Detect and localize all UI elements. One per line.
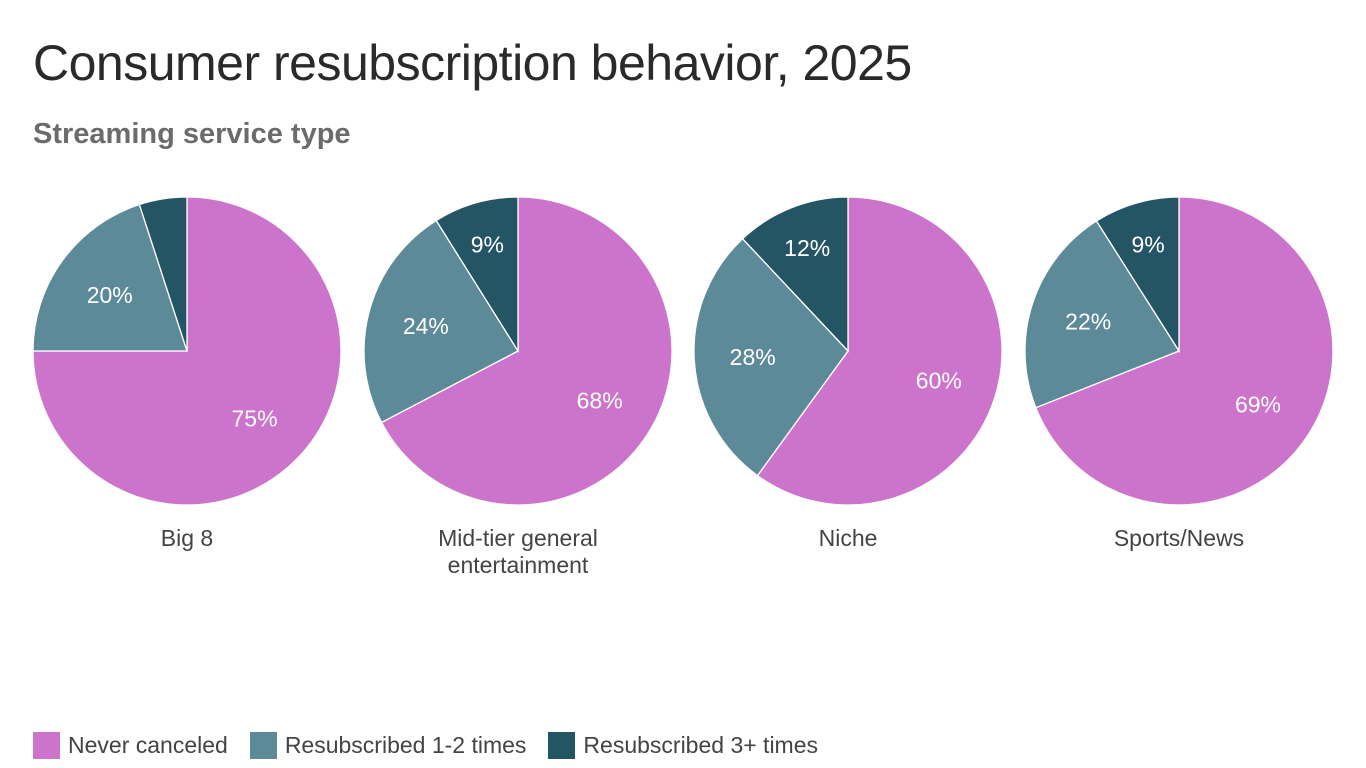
pie-slice-resubscribed-1-2-times-niche bbox=[693, 237, 849, 477]
data-label-never-canceled-sports-news: 69% bbox=[1235, 392, 1281, 418]
pie-slice-resubscribed-1-2-times-sports-news bbox=[1024, 220, 1180, 409]
pie-slice-never-canceled-sports-news bbox=[1034, 196, 1334, 506]
category-label-niche: Niche bbox=[819, 525, 878, 551]
pie-slice-resubscribed-3-times-niche bbox=[741, 196, 849, 353]
pie-sports-news: 69% 22% 9% Sports/News bbox=[1024, 196, 1334, 551]
category-label-sports-news: Sports/News bbox=[1114, 525, 1244, 551]
legend-label-resubscribed-3-plus: Resubscribed 3+ times bbox=[583, 732, 819, 758]
pie-slice-never-canceled-niche bbox=[756, 196, 1003, 506]
legend-swatch-never-canceled bbox=[33, 732, 60, 759]
pie-slice-resubscribed-1-2-times-big-8 bbox=[32, 203, 188, 352]
data-label-never-canceled-mid-tier-general-entertainment: 68% bbox=[577, 387, 623, 413]
legend-item-resubscribed-1-2: Resubscribed 1-2 times bbox=[249, 732, 527, 759]
data-label-resubscribed-1-2-times-sports-news: 22% bbox=[1065, 308, 1111, 334]
category-label-big-8: Big 8 bbox=[161, 525, 213, 551]
pie-niche: 60% 28% 12% Niche bbox=[693, 196, 1003, 551]
data-label-resubscribed-1-2-times-niche: 28% bbox=[730, 344, 776, 370]
data-label-never-canceled-big-8: 75% bbox=[231, 406, 277, 432]
legend-label-never-canceled: Never canceled bbox=[68, 732, 228, 758]
legend-swatch-resubscribed-1-2 bbox=[249, 732, 277, 759]
data-label-resubscribed-3-times-niche: 12% bbox=[784, 235, 830, 261]
pie-slice-never-canceled-big-8 bbox=[32, 196, 342, 506]
data-label-resubscribed-1-2-times-mid-tier-general-entertainment: 24% bbox=[403, 313, 449, 339]
category-label-mid-tier-general-entertainment: Mid-tier general bbox=[438, 525, 598, 551]
category-label-mid-tier-general-entertainment: entertainment bbox=[448, 552, 589, 578]
legend-label-resubscribed-1-2: Resubscribed 1-2 times bbox=[284, 732, 527, 758]
legend-item-resubscribed-3-plus: Resubscribed 3+ times bbox=[548, 732, 818, 759]
chart-title: Consumer resubscription behavior, 2025 bbox=[33, 35, 912, 91]
pie-slice-resubscribed-3-times-mid-tier-general-entertainment bbox=[435, 196, 519, 354]
data-label-never-canceled-niche: 60% bbox=[916, 368, 962, 394]
data-label-resubscribed-1-2-times-big-8: 20% bbox=[87, 282, 133, 308]
pie-big-8: 75% 20% Big 8 bbox=[32, 196, 342, 551]
chart-subtitle: Streaming service type bbox=[33, 118, 351, 150]
legend-item-never-canceled: Never canceled bbox=[33, 732, 228, 759]
legend-swatch-resubscribed-3-plus bbox=[548, 732, 576, 759]
legend: Never canceled Resubscribed 1-2 times Re… bbox=[33, 732, 818, 759]
pie-slice-resubscribed-1-2-times-mid-tier-general-entertainment bbox=[363, 219, 519, 424]
data-label-resubscribed-3-times-mid-tier-general-entertainment: 9% bbox=[471, 231, 504, 257]
pie-slice-never-canceled-mid-tier-general-entertainment bbox=[380, 196, 673, 506]
pie-slice-resubscribed-3-times-sports-news bbox=[1095, 196, 1180, 354]
data-label-resubscribed-3-times-sports-news: 9% bbox=[1131, 232, 1164, 258]
pie-slice-resubscribed-3-times-big-8 bbox=[138, 196, 188, 352]
